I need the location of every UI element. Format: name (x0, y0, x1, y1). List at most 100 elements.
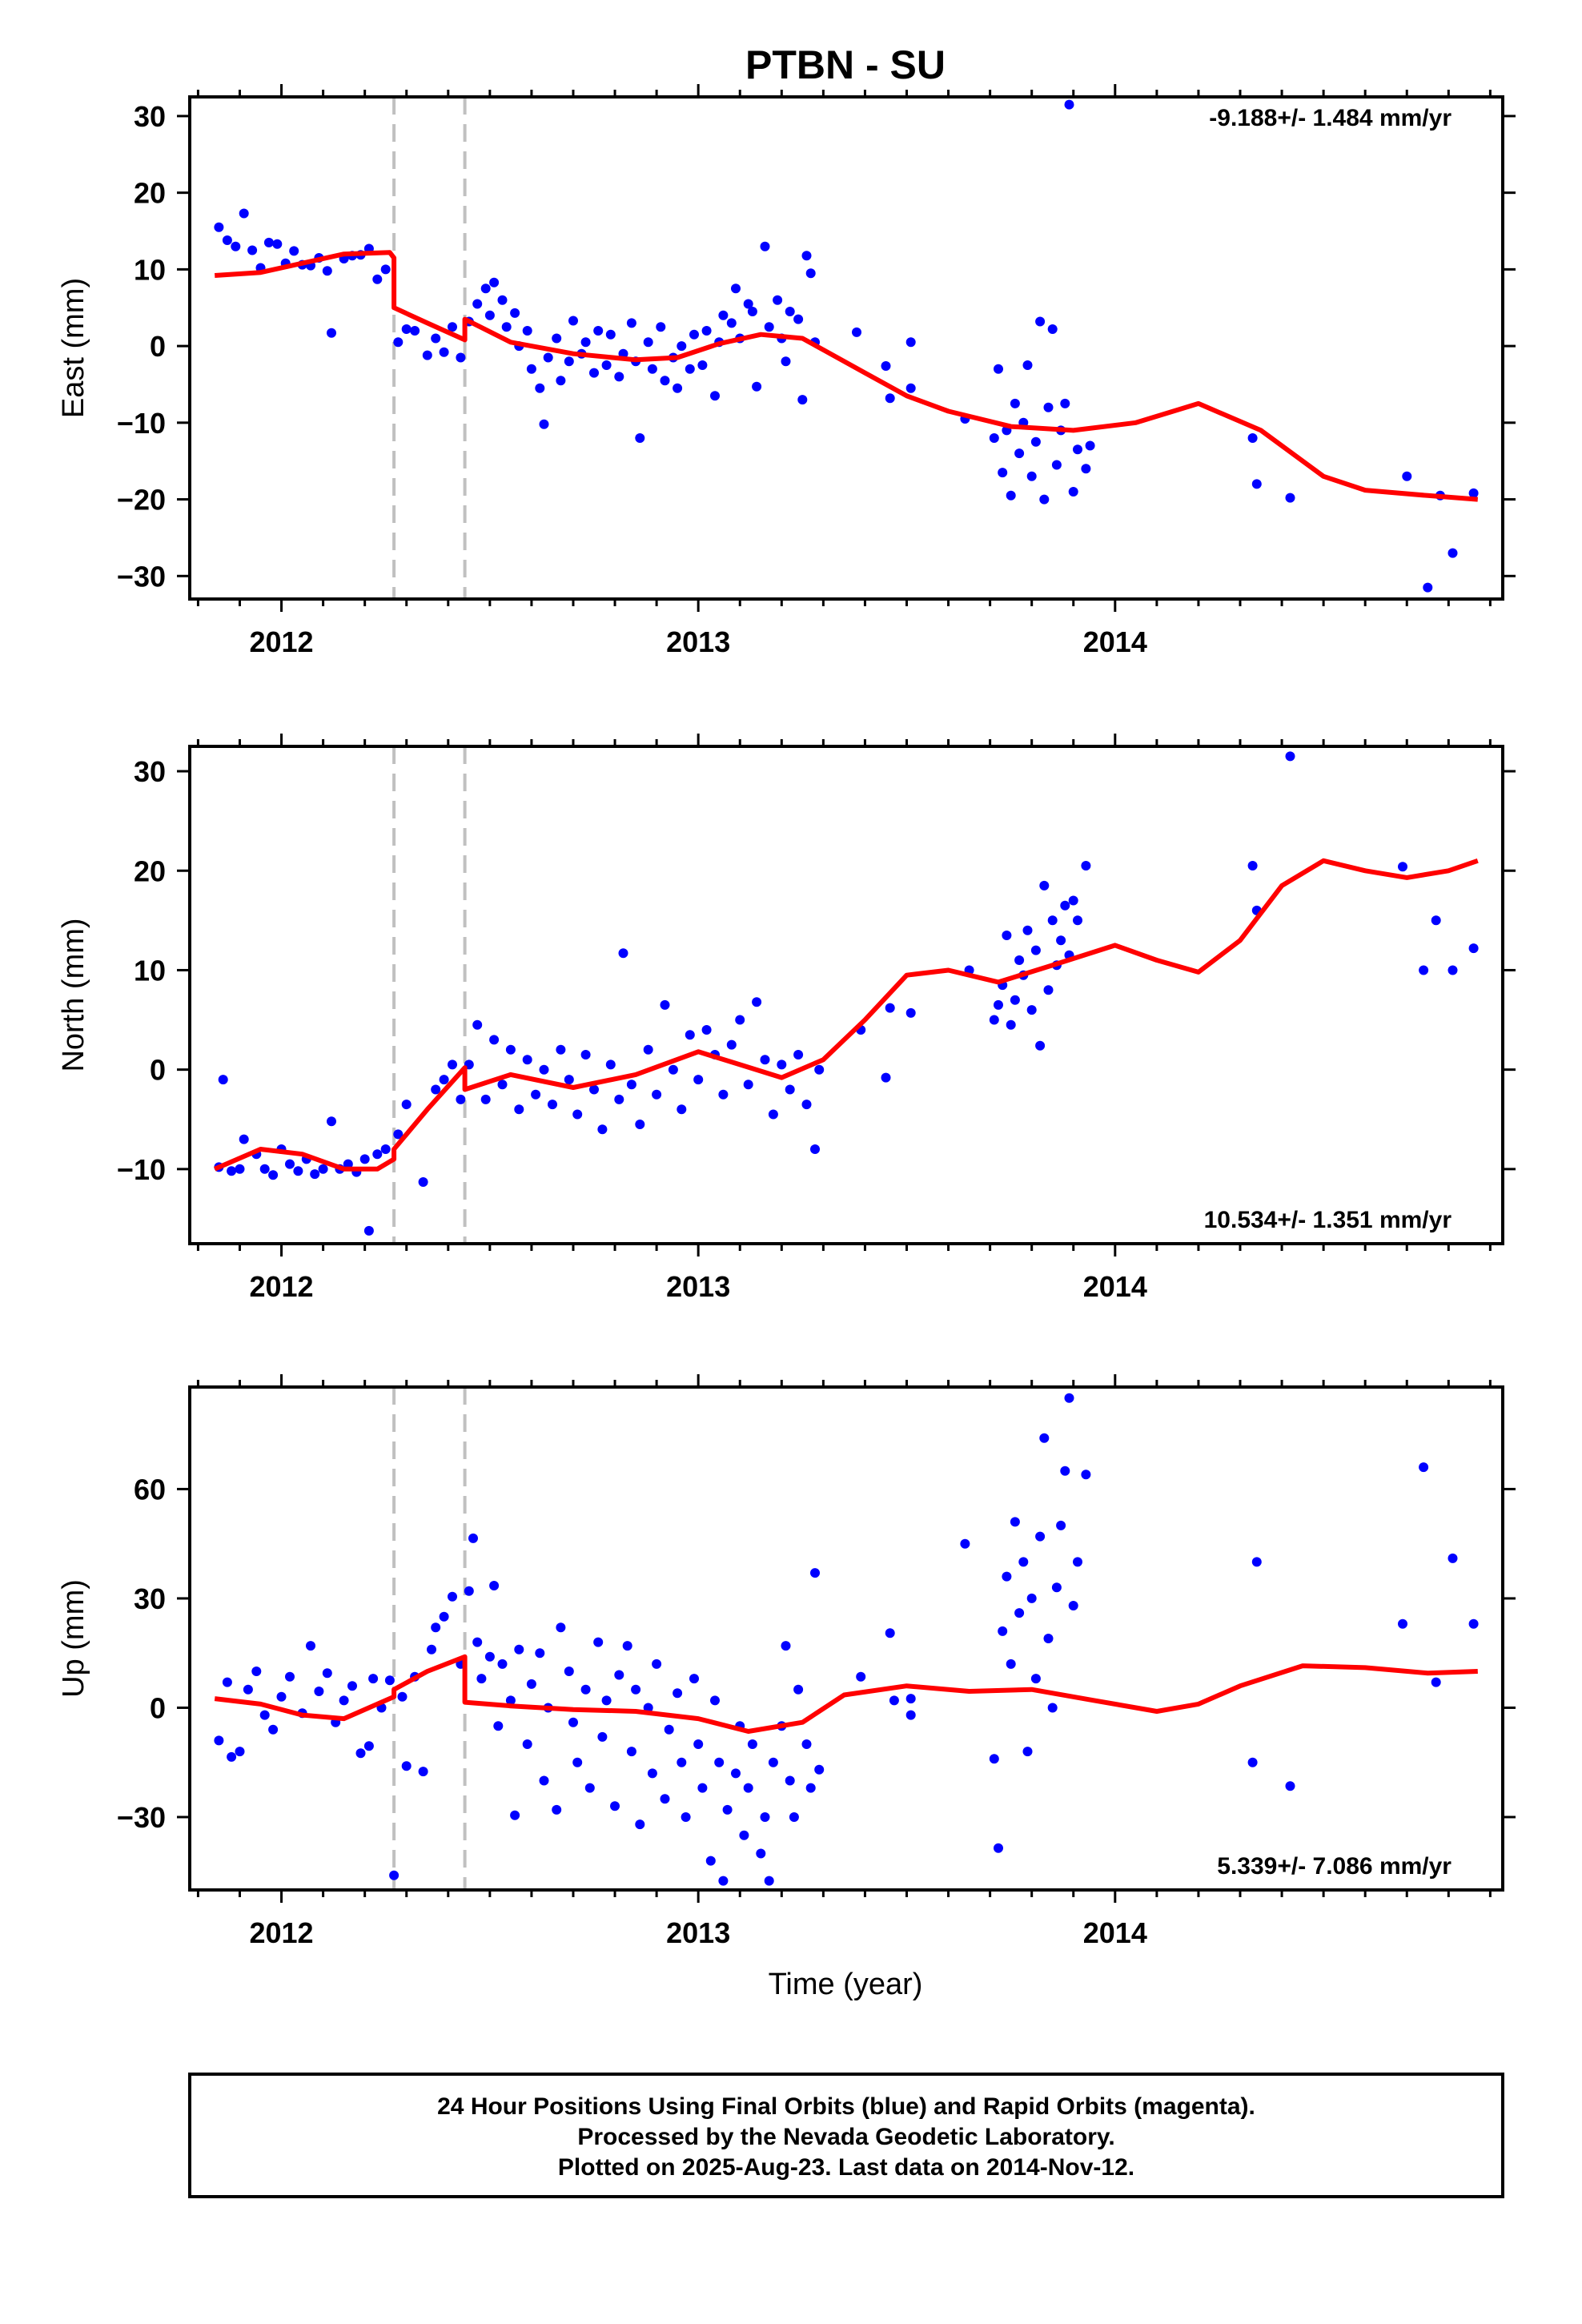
north-point-30 (472, 1019, 483, 1030)
up-point-103 (960, 1538, 970, 1549)
east-frame (188, 95, 1504, 601)
up-point-58 (610, 1801, 620, 1811)
north-point-31 (480, 1094, 491, 1104)
north-point-102 (1285, 751, 1295, 762)
up-point-35 (476, 1674, 487, 1684)
footer-line-1: 24 Hour Positions Using Final Orbits (bl… (437, 2093, 1255, 2120)
up-point-52 (572, 1757, 583, 1767)
footer-box (188, 2073, 1504, 2198)
north-point-97 (1068, 895, 1078, 906)
up-point-69 (673, 1688, 683, 1699)
east-point-84 (793, 314, 804, 324)
up-point-13 (322, 1668, 332, 1679)
up-point-60 (622, 1641, 632, 1651)
east-point-105 (1030, 436, 1041, 447)
up-xtick-label-2: 2014 (1083, 1916, 1147, 1949)
east-point-124 (1447, 548, 1458, 558)
north-point-103 (1398, 862, 1407, 872)
up-point-90 (781, 1641, 791, 1651)
up-point-107 (1002, 1571, 1012, 1582)
up-point-133 (1468, 1618, 1479, 1629)
east-ytick-label-1: −20 (117, 484, 166, 517)
up-point-122 (1064, 1393, 1074, 1403)
up-point-111 (1018, 1557, 1029, 1567)
up-panel: 2012 2013 2014 −30 0 30 60 Up (mm) 5.339+/- 7.08… (57, 1374, 1516, 1949)
east-point-112 (1060, 398, 1070, 408)
east-point-122 (1423, 582, 1433, 593)
up-point-95 (805, 1783, 816, 1793)
north-point-37 (531, 1089, 541, 1100)
east-point-27 (448, 322, 457, 332)
east-ytick-label-2: −10 (117, 407, 166, 440)
up-point-76 (710, 1695, 720, 1706)
up-point-6 (259, 1710, 270, 1720)
north-point-38 (539, 1064, 549, 1075)
east-point-61 (660, 376, 670, 386)
up-point-97 (814, 1764, 825, 1775)
north-point-3 (235, 1164, 245, 1174)
up-point-42 (514, 1644, 524, 1655)
up-point-48 (552, 1804, 562, 1815)
east-point-69 (710, 391, 720, 401)
east-point-82 (781, 356, 791, 367)
north-point-10 (293, 1166, 303, 1176)
east-point-33 (489, 277, 500, 287)
east-point-20 (380, 264, 391, 275)
figure-title: PTBN - SU (745, 42, 946, 87)
north-point-91 (1043, 985, 1054, 995)
up-point-39 (497, 1659, 508, 1669)
up-point-121 (1060, 1466, 1070, 1476)
up-point-126 (1247, 1757, 1258, 1767)
north-point-106 (1447, 965, 1458, 975)
east-xtick-label-2: 2014 (1083, 625, 1147, 658)
up-point-41 (510, 1810, 520, 1820)
east-point-43 (552, 333, 562, 344)
east-xtick-label-0: 2012 (249, 625, 313, 658)
north-point-32 (489, 1035, 500, 1045)
north-point-58 (701, 1025, 712, 1035)
east-point-30 (472, 299, 483, 309)
north-point-26 (439, 1075, 449, 1085)
north-point-42 (572, 1109, 583, 1120)
up-point-62 (631, 1684, 641, 1695)
north-point-57 (693, 1075, 704, 1085)
north-point-6 (259, 1164, 270, 1174)
east-point-51 (601, 360, 612, 370)
east-point-21 (393, 337, 404, 348)
up-point-17 (355, 1748, 366, 1759)
east-ytick-label-0: −30 (117, 560, 166, 593)
east-point-80 (773, 295, 783, 305)
east-point-83 (785, 307, 795, 316)
up-point-75 (705, 1856, 716, 1866)
east-point-118 (1247, 433, 1258, 443)
north-ytick-label-1: 0 (150, 1054, 166, 1087)
up-point-65 (647, 1768, 657, 1779)
east-point-89 (852, 327, 861, 337)
north-point-19 (363, 1225, 374, 1236)
up-point-27 (427, 1644, 436, 1655)
east-ytick-label-5: 20 (134, 177, 166, 210)
up-point-40 (505, 1695, 516, 1706)
north-point-14 (327, 1116, 336, 1127)
east-point-45 (564, 356, 574, 367)
north-point-107 (1468, 943, 1479, 954)
up-point-38 (493, 1721, 504, 1731)
up-point-8 (276, 1691, 287, 1702)
up-point-98 (856, 1671, 866, 1682)
up-point-77 (714, 1757, 725, 1767)
north-point-67 (777, 1059, 787, 1070)
north-rate-text: 10.534+/- 1.351 mm/yr (1204, 1207, 1452, 1233)
up-point-92 (789, 1812, 799, 1822)
north-point-56 (685, 1030, 695, 1040)
up-point-99 (885, 1628, 895, 1638)
up-point-54 (584, 1783, 595, 1793)
east-point-66 (689, 329, 699, 340)
east-point-48 (580, 337, 591, 348)
up-point-125 (1081, 1470, 1091, 1480)
north-point-2 (227, 1166, 237, 1176)
up-point-129 (1398, 1618, 1407, 1629)
up-point-2 (227, 1751, 237, 1762)
north-point-28 (456, 1094, 466, 1104)
up-frame (188, 1385, 1504, 1892)
up-y-axis-label: Up (mm) (57, 1579, 90, 1698)
